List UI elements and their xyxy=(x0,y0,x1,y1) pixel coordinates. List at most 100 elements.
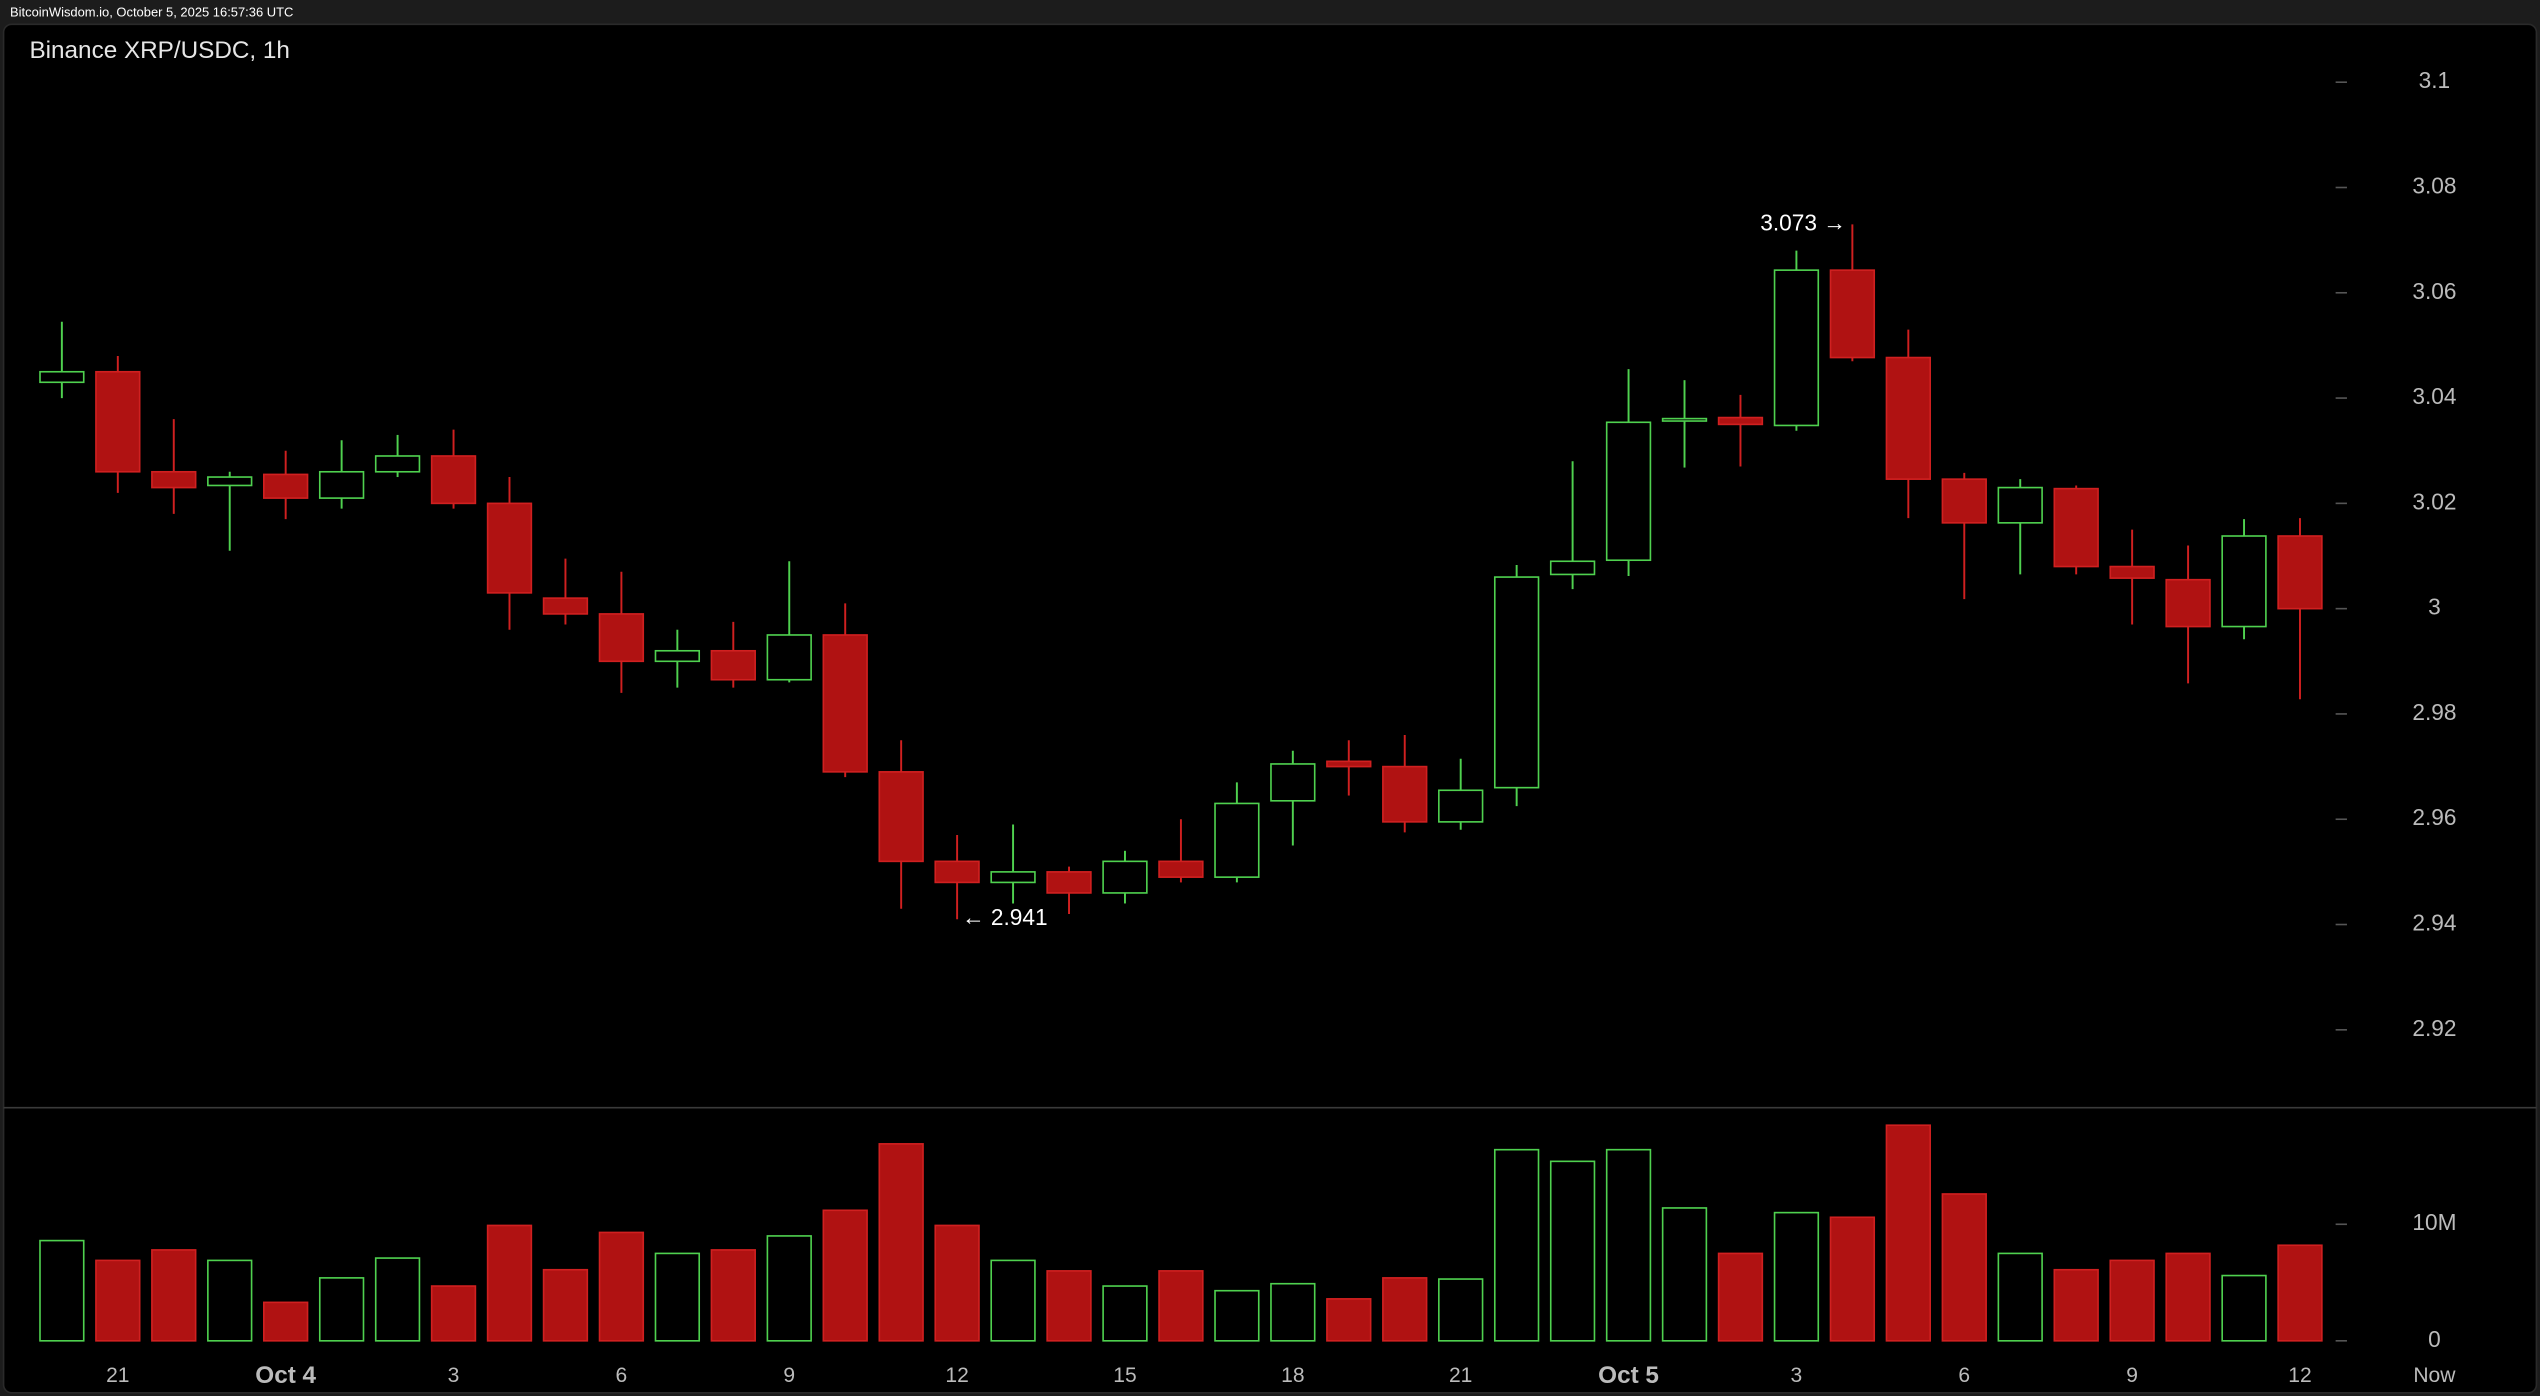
volume-bar xyxy=(2165,1252,2211,1342)
candle-body xyxy=(374,455,421,473)
volume-bar xyxy=(1773,1211,1820,1342)
y2-tick-label: 10M xyxy=(2412,1209,2456,1235)
volume-bar xyxy=(1605,1148,1652,1342)
candle-body xyxy=(1326,760,1372,768)
chart-panel xyxy=(2,23,2538,1394)
volume-bar xyxy=(95,1259,141,1342)
volume-bar xyxy=(766,1235,812,1342)
candle-body xyxy=(1438,789,1484,823)
candle-body xyxy=(1661,417,1708,422)
volume-bar xyxy=(2277,1244,2323,1342)
candle-body xyxy=(1158,860,1204,878)
volume-bar xyxy=(318,1277,365,1342)
volume-bar xyxy=(486,1224,533,1342)
x-tick-label: 12 xyxy=(945,1364,968,1387)
candle-body xyxy=(95,370,141,473)
volume-bar xyxy=(1829,1216,1876,1342)
low-annotation: ← 2.941 xyxy=(962,904,1048,930)
candle-body xyxy=(710,649,756,681)
volume-bar xyxy=(878,1143,924,1342)
x-tick-label: 6 xyxy=(1958,1364,1970,1387)
x-tick-label: Oct 4 xyxy=(255,1362,316,1389)
x-tick-label: 3 xyxy=(1791,1364,1803,1387)
candle-body xyxy=(2165,578,2211,628)
volume-bar xyxy=(1046,1270,1092,1342)
y-tick-label: 3.08 xyxy=(2412,172,2456,198)
volume-bar xyxy=(1941,1193,1987,1342)
volume-bar xyxy=(1326,1298,1372,1342)
volume-bar xyxy=(263,1301,309,1342)
volume-bar xyxy=(1438,1278,1484,1342)
y2-tick-label: 0 xyxy=(2428,1326,2441,1352)
volume-bar xyxy=(151,1249,197,1342)
candle-body xyxy=(1270,763,1316,802)
candle-body xyxy=(1214,802,1260,878)
candle-body xyxy=(151,470,197,489)
volume-bar xyxy=(1997,1252,2043,1342)
candle-body xyxy=(430,455,477,505)
volume-bar xyxy=(710,1249,756,1342)
candle-body xyxy=(1102,860,1148,894)
candle-body xyxy=(542,597,589,615)
x-tick-label: 18 xyxy=(1281,1364,1304,1387)
volume-bar xyxy=(934,1224,980,1342)
candle-body xyxy=(1941,478,1987,524)
candle-body xyxy=(654,649,701,663)
candle-body xyxy=(990,871,1036,884)
volume-bar xyxy=(1661,1207,1708,1342)
volume-bar xyxy=(430,1285,477,1342)
volume-bar xyxy=(1214,1289,1260,1342)
volume-bar xyxy=(39,1239,85,1342)
x-tick-label: 6 xyxy=(616,1364,628,1387)
chart-title: Binance XRP/USDC, 1h xyxy=(29,37,289,64)
candle-body xyxy=(1382,765,1428,823)
high-annotation: 3.073 → xyxy=(1760,209,1846,235)
x-tick-label: 3 xyxy=(448,1364,460,1387)
x-tick-label: 12 xyxy=(2288,1364,2311,1387)
volume-bar xyxy=(374,1257,421,1342)
volume-bar xyxy=(1717,1252,1764,1342)
y-tick-label: 3 xyxy=(2428,594,2441,620)
x-tick-label: 9 xyxy=(2126,1364,2138,1387)
candle-body xyxy=(2221,535,2267,628)
volume-bar xyxy=(2053,1268,2099,1342)
candle-body xyxy=(598,613,645,663)
volume-bar xyxy=(654,1252,701,1342)
candle-body xyxy=(1829,269,1876,359)
y-tick-label: 2.98 xyxy=(2412,699,2456,725)
x-tick-label: 21 xyxy=(106,1364,129,1387)
volume-bar xyxy=(990,1259,1036,1342)
volume-bar xyxy=(1493,1148,1540,1342)
volume-bar xyxy=(207,1259,253,1342)
candle-body xyxy=(1046,871,1092,894)
candle-body xyxy=(822,634,868,773)
candle-body xyxy=(1605,421,1652,562)
y-tick-label: 3.04 xyxy=(2412,383,2456,409)
volume-bar xyxy=(2109,1259,2155,1342)
candle-body xyxy=(2109,565,2155,579)
candle-body xyxy=(2277,535,2323,610)
volume-bar xyxy=(1549,1160,1596,1342)
volume-bar xyxy=(1382,1277,1428,1342)
candle-body xyxy=(318,470,365,499)
candle-body xyxy=(1997,486,2043,524)
y-tick-label: 2.92 xyxy=(2412,1015,2456,1041)
header: BitcoinWisdom.io, October 5, 2025 16:57:… xyxy=(10,4,293,19)
candle-body xyxy=(1773,269,1820,427)
x-tick-label: 9 xyxy=(783,1364,795,1387)
volume-bar xyxy=(2221,1274,2267,1342)
x-tick-label: Oct 5 xyxy=(1598,1362,1659,1389)
y-tick-label: 3.06 xyxy=(2412,278,2456,304)
y-tick-label: 3.1 xyxy=(2419,67,2451,93)
volume-bar xyxy=(1270,1282,1316,1342)
candle-body xyxy=(878,771,924,863)
volume-bar xyxy=(822,1209,868,1342)
candle-body xyxy=(263,473,309,499)
candle-body xyxy=(2053,487,2099,568)
volume-bar xyxy=(1885,1124,1931,1342)
candle-body xyxy=(1717,416,1764,426)
candle-body xyxy=(207,476,253,487)
candle-body xyxy=(1549,560,1596,576)
candle-body xyxy=(766,634,812,681)
